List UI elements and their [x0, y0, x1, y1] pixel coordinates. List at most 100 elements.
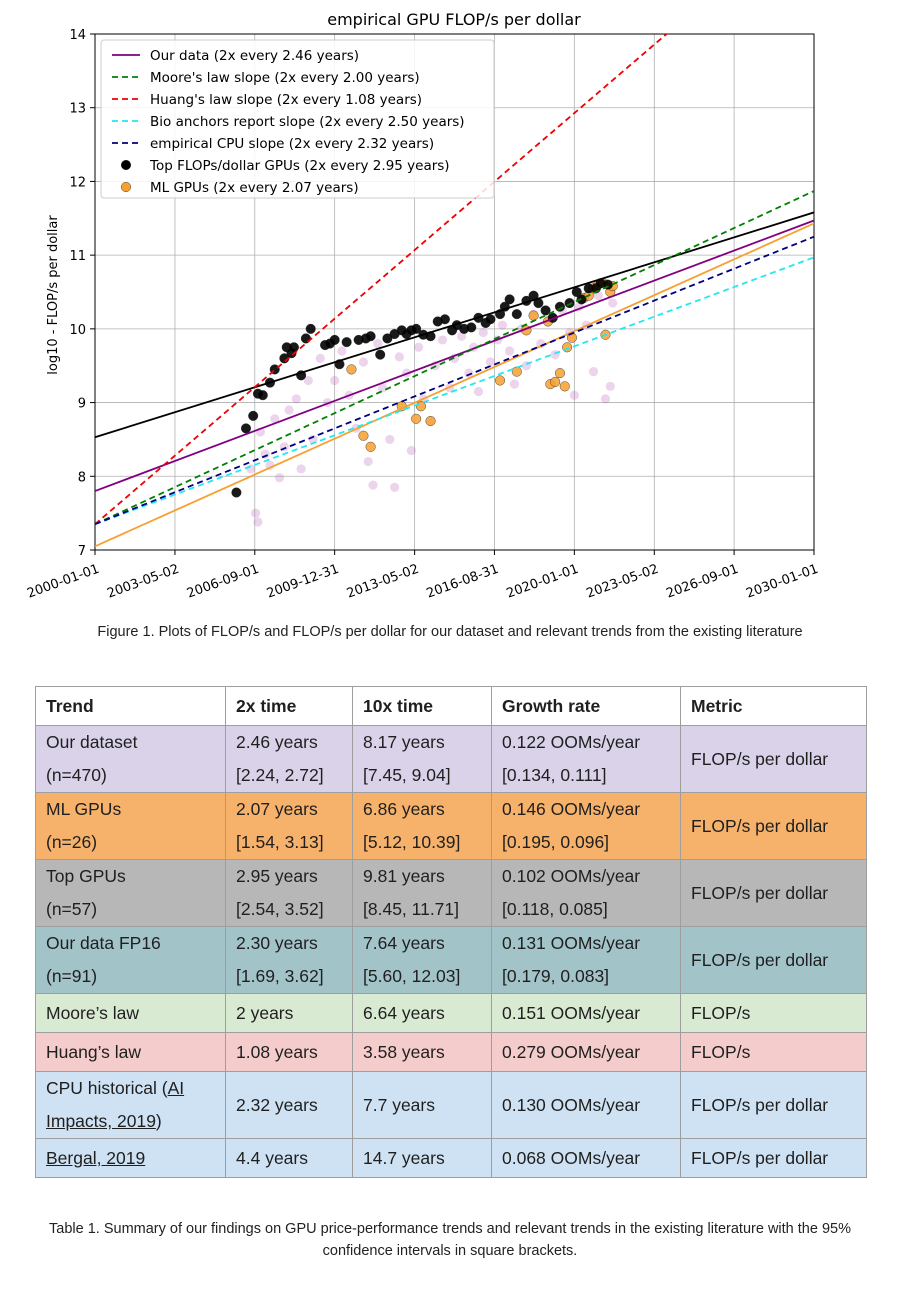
- y-tick-label: 7: [78, 544, 86, 559]
- dataset-point: [291, 394, 301, 404]
- dataset-point: [378, 383, 388, 393]
- header-metric: Metric: [680, 686, 867, 726]
- cell-10x-time: 14.7 years: [352, 1138, 492, 1178]
- cell-10x-time-line: 7.64 years: [363, 933, 445, 953]
- x-tick-label: 2016-08-31: [425, 562, 501, 602]
- dataset-point: [253, 517, 263, 527]
- dataset-point: [505, 346, 515, 356]
- y-tick-label: 12: [69, 175, 86, 190]
- header-trend: Trend: [35, 686, 226, 726]
- dataset-point: [457, 331, 467, 341]
- citation-link[interactable]: AI Impacts, 2019: [46, 1078, 185, 1131]
- cell-trend-line: Huang’s law: [46, 1042, 142, 1062]
- dataset-point: [394, 352, 404, 362]
- cell-growth-rate: 0.068 OOMs/year: [491, 1138, 681, 1178]
- cell-metric: FLOP/s per dollar: [680, 1071, 867, 1139]
- cell-trend-line: (n=91): [46, 966, 98, 986]
- ml-gpu-point: [365, 441, 376, 452]
- table-row: Bergal, 2019 4.4 years 14.7 years 0.068 OOM…: [35, 1138, 867, 1178]
- cell-growth-rate: 0.151 OOMs/year: [491, 993, 681, 1033]
- cell-metric: FLOP/s: [680, 993, 867, 1033]
- table-row: Huang’s law 1.08 years 3.58 years 0.279 OOM…: [35, 1032, 867, 1072]
- cell-growth-rate: 0.102 OOMs/year [0.118, 0.085]: [491, 859, 681, 927]
- cell-10x-time-line: 14.7 years: [363, 1148, 445, 1168]
- trend-line: [95, 219, 814, 492]
- cell-growth-rate-line: 0.122 OOMs/year: [502, 732, 641, 752]
- dataset-point: [588, 367, 599, 377]
- cell-metric-line: FLOP/s per dollar: [691, 748, 829, 769]
- table-row: Our dataset (n=470) 2.46 years [2.24, 2.72]…: [35, 725, 867, 793]
- legend-label: Huang's law slope (2x every 1.08 years): [150, 92, 422, 108]
- dataset-point: [509, 379, 520, 389]
- cell-metric-line: FLOP/s per dollar: [691, 1148, 829, 1168]
- dataset-point: [437, 335, 448, 345]
- citation-link[interactable]: Bergal, 2019: [46, 1148, 146, 1168]
- legend-label: Bio anchors report slope (2x every 2.50 …: [150, 114, 465, 130]
- cell-growth-rate-line: [0.134, 0.111]: [502, 765, 607, 785]
- cell-metric-line: FLOP/s per dollar: [691, 882, 829, 903]
- cell-10x-time: 3.58 years: [352, 1032, 492, 1072]
- cell-10x-time: 7.7 years: [352, 1071, 492, 1139]
- y-tick-label: 8: [78, 470, 86, 485]
- cell-10x-time-line: [7.45, 9.04]: [363, 765, 451, 785]
- table-row: Moore’s law 2 years 6.64 years 0.151 OOMs/y…: [35, 993, 867, 1033]
- cell-metric-line: FLOP/s per dollar: [691, 1094, 829, 1115]
- dataset-point: [337, 346, 347, 356]
- trend-line: [95, 235, 814, 526]
- top-gpu-point: [231, 487, 242, 498]
- figure-caption: Figure 1. Plots of FLOP/s and FLOP/s per…: [97, 624, 803, 640]
- legend-label: Our data (2x every 2.46 years): [150, 48, 359, 64]
- cell-trend-line: Moore’s law: [46, 1003, 140, 1023]
- legend-label: Top FLOPs/dollar GPUs (2x every 2.95 yea…: [149, 158, 450, 174]
- top-gpu-point: [240, 423, 251, 434]
- top-gpu-point: [329, 334, 340, 345]
- top-gpu-point: [485, 314, 496, 325]
- cell-metric: FLOP/s per dollar: [680, 792, 867, 860]
- dataset-point: [296, 464, 306, 474]
- cell-10x-time-line: 8.17 years: [363, 732, 445, 752]
- top-gpu-point: [511, 309, 522, 320]
- cell-trend-line: ML GPUs: [46, 799, 122, 819]
- dataset-point: [413, 342, 424, 352]
- cell-trend: Moore’s law: [35, 993, 226, 1033]
- ml-gpu-point: [411, 413, 422, 424]
- dataset-point: [358, 357, 369, 367]
- cell-trend-line: Our data FP16: [46, 933, 161, 953]
- cell-trend: Our data FP16 (n=91): [35, 926, 226, 994]
- cell-trend-line: CPU historical (AI Impacts, 2019): [46, 1072, 206, 1138]
- legend-box: [100, 39, 495, 199]
- header-10x-time: 10x time: [352, 686, 492, 726]
- cell-2x-time: 2.30 years [1.69, 3.62]: [225, 926, 353, 994]
- cell-2x-time: 2.07 years [1.54, 3.13]: [225, 792, 353, 860]
- dataset-point: [608, 298, 618, 308]
- dataset-point: [385, 434, 395, 445]
- cell-trend: CPU historical (AI Impacts, 2019): [35, 1071, 226, 1139]
- cell-growth-rate-line: 0.068 OOMs/year: [502, 1148, 641, 1168]
- dataset-point: [406, 445, 416, 456]
- cell-2x-time-line: 4.4 years: [236, 1148, 308, 1168]
- dataset-point: [330, 375, 340, 386]
- cell-2x-time: 2.95 years [2.54, 3.52]: [225, 859, 353, 927]
- cell-2x-time: 2.32 years: [225, 1071, 353, 1139]
- cell-2x-time-line: 1.08 years: [236, 1042, 318, 1062]
- dataset-point: [478, 327, 488, 338]
- dataset-point: [593, 291, 603, 301]
- cell-10x-time: 7.64 years [5.60, 12.03]: [352, 926, 492, 994]
- table-caption: Table 1. Summary of our findings on GPU …: [49, 1221, 851, 1259]
- cell-2x-time-line: [1.54, 3.13]: [236, 832, 324, 852]
- plot-frame: [94, 33, 815, 551]
- dataset-point: [250, 508, 261, 518]
- table-row: ML GPUs (n=26) 2.07 years [1.54, 3.13] 6.86 …: [35, 792, 867, 860]
- ml-gpu-point: [528, 310, 539, 321]
- cell-trend: Huang’s law: [35, 1032, 226, 1072]
- top-gpu-point: [504, 294, 515, 305]
- cell-10x-time-line: 9.81 years: [363, 866, 445, 886]
- ml-gpu-point: [495, 375, 506, 386]
- dataset-point: [303, 375, 313, 386]
- ml-gpu-point: [550, 376, 561, 387]
- legend-label: Moore's law slope (2x every 2.00 years): [150, 70, 420, 86]
- top-gpu-point: [382, 333, 393, 344]
- cell-2x-time-line: [1.69, 3.62]: [236, 966, 324, 986]
- y-tick-label: 14: [69, 28, 86, 43]
- top-gpu-point: [365, 331, 376, 342]
